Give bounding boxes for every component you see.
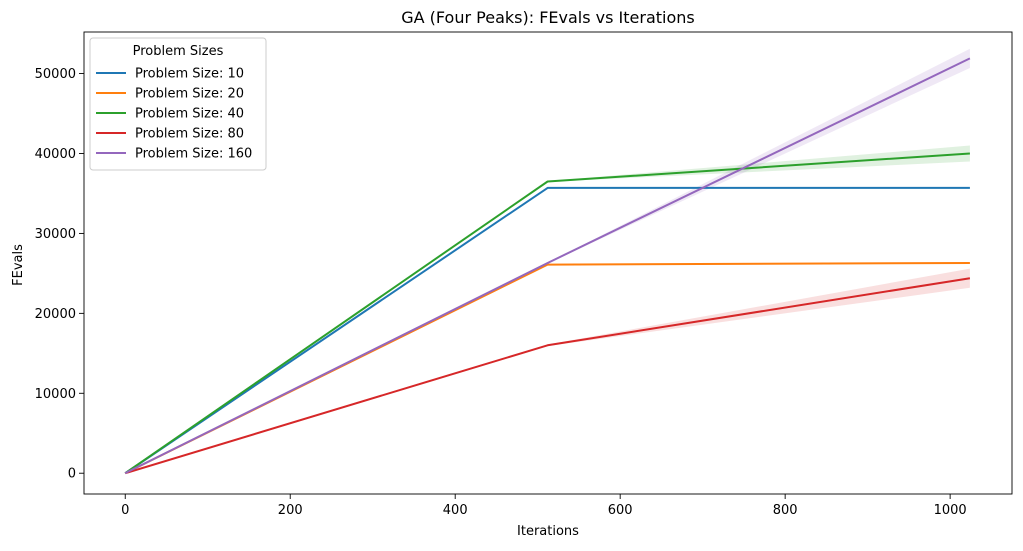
x-tick-label: 1000	[934, 503, 967, 518]
y-tick-label: 50000	[35, 67, 76, 82]
plot-frame	[83, 31, 1013, 495]
x-tick-label: 200	[278, 503, 303, 518]
y-tick-label: 0	[68, 467, 76, 482]
legend-label-series-1: Problem Size: 10	[135, 67, 244, 82]
series-line-4	[124, 277, 971, 475]
x-tick-label: 600	[608, 503, 633, 518]
confidence-band-series-4	[125, 268, 970, 474]
series-lines	[124, 57, 971, 475]
y-axis: 0 10000 20000 30000 40000 50000	[35, 67, 84, 482]
legend-box	[89, 37, 267, 171]
x-tick-label: 0	[121, 503, 129, 518]
series-line-5	[124, 57, 971, 475]
x-axis: 0 200 400 600 800 1000	[121, 494, 967, 518]
x-axis-label: Iterations	[517, 524, 579, 539]
x-tick-label: 400	[443, 503, 468, 518]
legend-label-series-5: Problem Size: 160	[135, 147, 252, 162]
legend-label-series-4: Problem Size: 80	[135, 127, 244, 142]
legend-title: Problem Sizes	[133, 44, 224, 59]
y-axis-label: FEvals	[11, 244, 26, 286]
legend-label-series-2: Problem Size: 20	[135, 87, 244, 102]
y-tick-label: 10000	[35, 387, 76, 402]
legend-items: Problem Size: 10 Problem Size: 20 Problem …	[96, 67, 252, 162]
confidence-band-series-1	[125, 187, 970, 474]
y-tick-label: 20000	[35, 307, 76, 322]
series-line-1	[124, 186, 970, 475]
y-tick-label: 40000	[35, 147, 76, 162]
chart-title: GA (Four Peaks): FEvals vs Iterations	[401, 8, 695, 27]
series-line-3	[124, 152, 970, 475]
x-tick-label: 800	[773, 503, 798, 518]
confidence-bands	[125, 48, 970, 474]
y-tick-label: 30000	[35, 227, 76, 242]
confidence-band-series-3	[125, 145, 970, 474]
legend-label-series-3: Problem Size: 40	[135, 107, 244, 122]
